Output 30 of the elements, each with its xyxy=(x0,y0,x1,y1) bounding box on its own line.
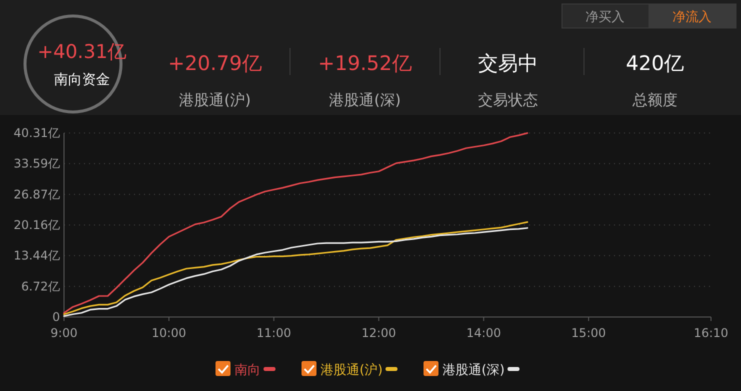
text: 总额度 xyxy=(632,91,678,109)
text: 港股通(沪) xyxy=(320,362,383,378)
y-tick-label: 13.44亿 xyxy=(14,248,60,263)
y-tick-label: 33.59亿 xyxy=(14,156,60,171)
text: 南向 xyxy=(234,363,260,378)
text: 交易中 xyxy=(478,51,538,75)
text: +19.52亿 xyxy=(318,51,412,75)
text: 南向资金 xyxy=(54,72,110,88)
x-tick-label: 10:00 xyxy=(152,326,186,340)
x-tick-label: 11:00 xyxy=(256,326,292,340)
y-tick-label: 26.87亿 xyxy=(14,187,60,202)
y-tick-label: 20.16亿 xyxy=(14,218,60,232)
y-tick-label: 0 xyxy=(52,310,60,324)
text: 净流入 xyxy=(672,9,712,25)
y-tick-label: 40.31亿 xyxy=(14,126,60,140)
text: 港股通(深) xyxy=(442,363,505,378)
x-tick-label: 9:00 xyxy=(50,326,78,340)
line-series xyxy=(63,132,528,314)
x-tick-label: 16:10 xyxy=(694,326,728,340)
y-tick-label: 6.72亿 xyxy=(21,279,60,294)
x-tick-label: 15:00 xyxy=(571,326,606,340)
text: 420亿 xyxy=(626,51,684,75)
text: +40.31亿 xyxy=(37,41,127,63)
x-tick-label: 14:00 xyxy=(466,326,501,340)
text: 净买入 xyxy=(586,10,624,25)
text: 港股通(沪) xyxy=(179,91,251,109)
text: 港股通(深) xyxy=(329,91,401,109)
text: +20.79亿 xyxy=(168,51,262,75)
text: 交易状态 xyxy=(478,91,538,109)
x-tick-label: 12:00 xyxy=(361,326,396,340)
